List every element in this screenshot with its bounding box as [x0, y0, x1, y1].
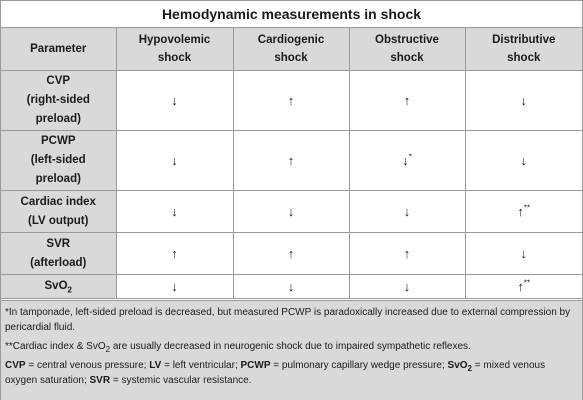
footnote-mark: *: [408, 152, 412, 162]
parameter-cell: Cardiac index (LV output): [1, 190, 117, 233]
value-cell: ↑: [348, 232, 466, 275]
arrow-up-icon: ↑: [403, 93, 411, 108]
value-cell: ↓: [464, 232, 582, 275]
footnote-neurogenic-a: **Cardiac index & SvO: [5, 341, 106, 352]
abbreviation-definition: = systemic vascular resistance.: [110, 375, 252, 386]
arrow-up-icon: ↑: [171, 246, 178, 261]
abbreviation-definition: = pulmonary capillary wedge pressure;: [270, 360, 448, 371]
value-cell: ↑: [232, 232, 350, 275]
arrow-down-icon: ↓: [171, 153, 178, 168]
footnote-neurogenic: **Cardiac index & SvO2 are usually decre…: [5, 339, 578, 354]
parameter-detail: (afterload): [30, 256, 87, 269]
parameter-detail: (LV output): [28, 214, 89, 227]
parameter-cell: PCWP (left-sided preload): [1, 130, 117, 191]
parameter-name: PCWP: [41, 135, 76, 147]
value-cell: ↓: [232, 190, 350, 233]
value-cell: ↓: [348, 274, 466, 299]
arrow-down-icon: ↓: [171, 279, 178, 294]
header-parameter: Parameter: [1, 28, 117, 71]
parameter-detail: (right-sided: [26, 94, 90, 106]
value-cell: ↑: [115, 232, 234, 275]
abbreviation-term: PCWP: [240, 360, 271, 371]
arrow-down-icon: ↓: [520, 246, 528, 261]
arrow-up-icon: ↑: [517, 279, 524, 294]
table-title: Hemodynamic measurements in shock: [1, 1, 582, 28]
header-distributive: Distributive shock: [464, 28, 582, 71]
value-cell: ↑: [348, 70, 466, 131]
abbreviation-term: SvO2: [447, 360, 472, 373]
parameter-subscript: 2: [67, 285, 72, 295]
hemodynamics-table: Parameter Hypovolemic shock Cardiogenic sh…: [1, 28, 582, 299]
table-row: SVR (afterload) ↑ ↑ ↑ ↓: [1, 232, 582, 275]
arrow-down-icon: ↓: [520, 153, 528, 168]
header-distributive-text: Distributive shock: [492, 34, 556, 64]
abbreviations: CVP = central venous pressure; LV = left…: [5, 358, 578, 388]
table-row: Cardiac index (LV output) ↓ ↓ ↓ ↑**: [1, 190, 582, 233]
table-row: SvO2 ↓ ↓ ↓ ↑**: [1, 274, 582, 299]
table-row: PCWP (left-sided preload) ↓ ↑ ↓* ↓: [1, 130, 582, 191]
footnote-neurogenic-sub: 2: [105, 345, 111, 354]
footnote-tamponade: *In tamponade, left-sided preload is dec…: [5, 307, 571, 333]
parameter-cell: SVR (afterload): [1, 232, 117, 275]
value-cell: ↑**: [464, 190, 582, 233]
header-cardiogenic: Cardiogenic shock: [232, 28, 350, 71]
parameter-name: Cardiac index: [20, 195, 96, 208]
header-hypovolemic-text: Hypovolemic shock: [138, 34, 211, 64]
parameter-detail: (left-sided: [30, 154, 86, 166]
arrow-down-icon: ↓: [171, 93, 178, 108]
arrow-up-icon: ↑: [287, 153, 295, 168]
abbreviation-term: LV: [149, 360, 162, 371]
arrow-up-icon: ↑: [403, 246, 411, 261]
parameter-cell: CVP (right-sided preload): [1, 70, 117, 131]
arrow-up-icon: ↑: [287, 246, 295, 261]
value-cell: ↓: [464, 130, 582, 191]
arrow-up-icon: ↑: [287, 93, 295, 108]
header-row: Parameter Hypovolemic shock Cardiogenic sh…: [1, 28, 582, 71]
footnote-neurogenic-b: are usually decreased in neurogenic shoc…: [110, 341, 471, 352]
table-row: CVP (right-sided preload) ↓ ↑ ↑ ↓: [1, 70, 582, 131]
parameter-detail: preload): [35, 113, 81, 125]
parameter-cell: SvO2: [1, 274, 117, 299]
parameter-name: CVP: [46, 75, 71, 87]
value-cell: ↓: [348, 190, 466, 233]
value-cell: ↓: [115, 190, 234, 233]
parameter-name: SVR: [46, 237, 71, 250]
footnotes: *In tamponade, left-sided preload is dec…: [1, 300, 582, 400]
value-cell: ↑: [232, 130, 350, 191]
value-cell: ↑: [232, 70, 350, 131]
header-obstructive: Obstructive shock: [348, 28, 466, 71]
header-hypovolemic: Hypovolemic shock: [115, 28, 234, 71]
abbreviation-definition: = left ventricular;: [161, 360, 241, 371]
value-cell: ↓: [115, 130, 234, 191]
arrow-down-icon: ↓: [287, 204, 295, 219]
arrow-down-icon: ↓: [287, 279, 295, 294]
arrow-down-icon: ↓: [402, 153, 409, 168]
value-cell: ↓: [232, 274, 350, 299]
abbreviation-term: SVR: [89, 375, 111, 386]
value-cell: ↓: [464, 70, 582, 131]
header-cardiogenic-text: Cardiogenic shock: [257, 34, 325, 64]
value-cell: ↓: [115, 70, 234, 131]
footnote-mark: **: [523, 203, 531, 213]
abbreviation-term: CVP: [5, 360, 26, 371]
value-cell: ↓: [115, 274, 234, 299]
abbreviation-definition: = mixed venous oxygen saturation;: [5, 360, 546, 386]
arrow-down-icon: ↓: [403, 279, 411, 294]
arrow-up-icon: ↑: [517, 204, 524, 219]
value-cell: ↑**: [464, 274, 582, 299]
header-obstructive-text: Obstructive shock: [375, 34, 439, 64]
arrow-down-icon: ↓: [403, 204, 411, 219]
value-cell: ↓*: [348, 130, 466, 191]
arrow-down-icon: ↓: [520, 93, 528, 108]
parameter-detail: preload): [35, 173, 81, 185]
arrow-down-icon: ↓: [171, 204, 178, 219]
abbreviation-definition: = central venous pressure;: [25, 360, 150, 371]
parameter-name: SvO: [44, 280, 68, 292]
footnote-mark: **: [523, 278, 531, 288]
